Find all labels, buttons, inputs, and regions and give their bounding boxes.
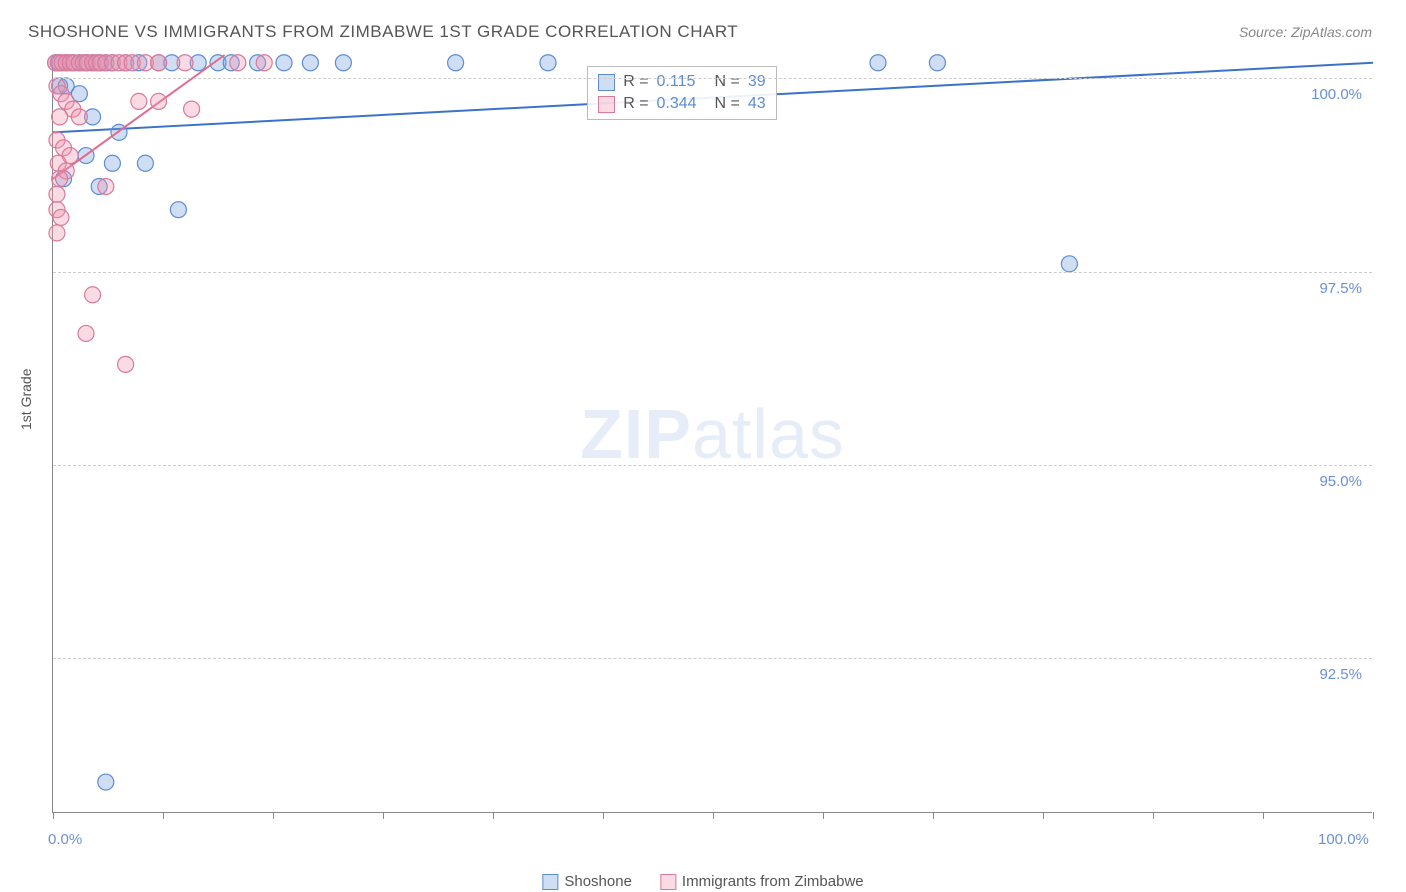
gridline-h bbox=[53, 465, 1372, 466]
data-point bbox=[448, 55, 464, 71]
data-point bbox=[276, 55, 292, 71]
legend-label: Shoshone bbox=[564, 873, 632, 890]
source-value: ZipAtlas.com bbox=[1291, 24, 1372, 40]
n-label: N = bbox=[715, 73, 740, 91]
data-point bbox=[170, 202, 186, 218]
stats-row: R = 0.115 N = 39 bbox=[598, 71, 765, 93]
x-tick bbox=[1153, 812, 1154, 819]
data-point bbox=[302, 55, 318, 71]
chart-title: SHOSHONE VS IMMIGRANTS FROM ZIMBABWE 1ST… bbox=[28, 22, 738, 42]
x-tick bbox=[53, 812, 54, 819]
x-tick bbox=[1373, 812, 1374, 819]
x-tick bbox=[603, 812, 604, 819]
data-point bbox=[540, 55, 556, 71]
data-point bbox=[230, 55, 246, 71]
data-point bbox=[151, 93, 167, 109]
series-swatch bbox=[598, 74, 615, 91]
data-point bbox=[184, 101, 200, 117]
y-tick-label: 97.5% bbox=[1319, 280, 1362, 297]
data-point bbox=[335, 55, 351, 71]
data-point bbox=[53, 209, 69, 225]
legend-item: Immigrants from Zimbabwe bbox=[660, 873, 864, 890]
stats-legend-box: R = 0.115 N = 39 R = 0.344 N = 43 bbox=[587, 66, 776, 120]
y-tick-label: 95.0% bbox=[1319, 473, 1362, 490]
x-tick bbox=[713, 812, 714, 819]
gridline-h bbox=[53, 658, 1372, 659]
legend-swatch bbox=[660, 874, 676, 890]
gridline-h bbox=[53, 78, 1372, 79]
plot-svg bbox=[53, 55, 1372, 812]
data-point bbox=[71, 109, 87, 125]
gridline-h bbox=[53, 272, 1372, 273]
data-point bbox=[52, 171, 68, 187]
legend-bottom: Shoshone Immigrants from Zimbabwe bbox=[542, 873, 863, 890]
data-point bbox=[98, 774, 114, 790]
legend-item: Shoshone bbox=[542, 873, 632, 890]
data-point bbox=[256, 55, 272, 71]
legend-swatch bbox=[542, 874, 558, 890]
data-point bbox=[104, 155, 120, 171]
x-tick bbox=[1043, 812, 1044, 819]
y-axis-title: 1st Grade bbox=[18, 369, 34, 430]
data-point bbox=[118, 356, 134, 372]
data-point bbox=[131, 93, 147, 109]
data-point bbox=[929, 55, 945, 71]
x-tick bbox=[383, 812, 384, 819]
x-tick bbox=[163, 812, 164, 819]
n-value: 43 bbox=[748, 95, 766, 113]
data-point bbox=[98, 178, 114, 194]
y-tick-label: 92.5% bbox=[1319, 666, 1362, 683]
x-tick bbox=[823, 812, 824, 819]
x-tick-label: 0.0% bbox=[48, 831, 82, 848]
source-attribution: Source: ZipAtlas.com bbox=[1239, 24, 1372, 40]
x-tick bbox=[493, 812, 494, 819]
data-point bbox=[1061, 256, 1077, 272]
data-point bbox=[137, 155, 153, 171]
data-point bbox=[49, 225, 65, 241]
series-swatch bbox=[598, 96, 615, 113]
data-point bbox=[49, 186, 65, 202]
x-tick bbox=[933, 812, 934, 819]
r-label: R = bbox=[623, 73, 648, 91]
data-point bbox=[78, 325, 94, 341]
n-value: 39 bbox=[748, 73, 766, 91]
plot-area: ZIPatlas R = 0.115 N = 39 R = 0.344 N = … bbox=[52, 55, 1372, 813]
y-tick-label: 100.0% bbox=[1311, 86, 1362, 103]
x-tick bbox=[273, 812, 274, 819]
x-tick bbox=[1263, 812, 1264, 819]
n-label: N = bbox=[715, 95, 740, 113]
data-point bbox=[870, 55, 886, 71]
r-value: 0.115 bbox=[657, 73, 707, 91]
legend-label: Immigrants from Zimbabwe bbox=[682, 873, 864, 890]
r-label: R = bbox=[623, 95, 648, 113]
stats-row: R = 0.344 N = 43 bbox=[598, 93, 765, 115]
data-point bbox=[52, 109, 68, 125]
data-point bbox=[151, 55, 167, 71]
r-value: 0.344 bbox=[657, 95, 707, 113]
x-tick-label: 100.0% bbox=[1318, 831, 1369, 848]
source-label: Source: bbox=[1239, 24, 1291, 40]
data-point bbox=[85, 287, 101, 303]
data-point bbox=[177, 55, 193, 71]
